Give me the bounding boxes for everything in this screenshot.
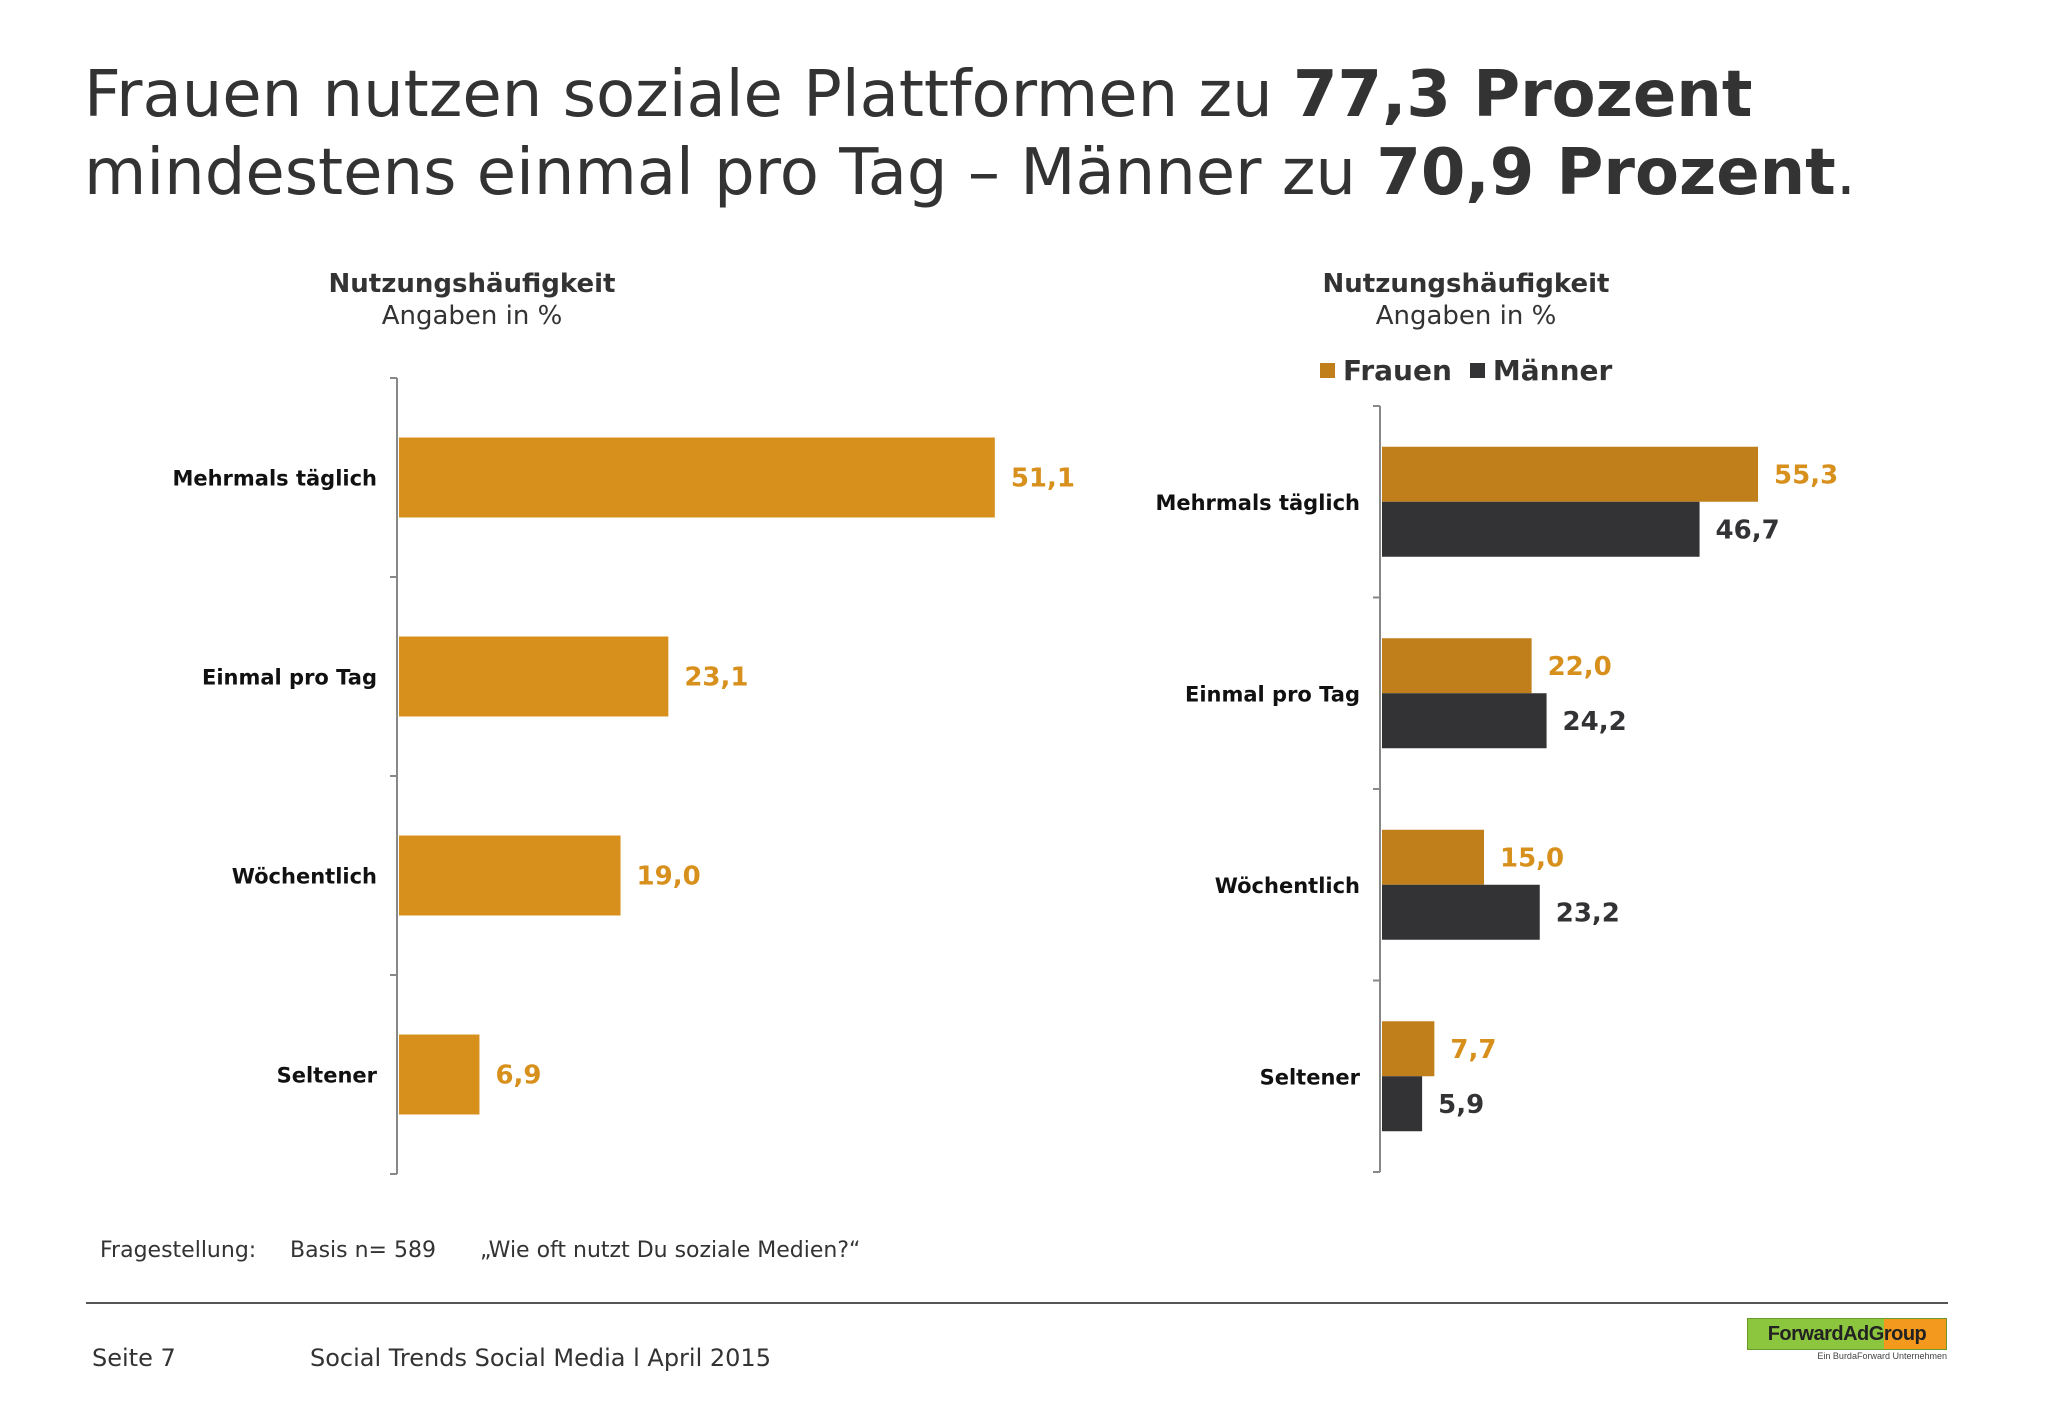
- right-chart-category-label-seltener: Seltener: [1260, 1065, 1361, 1089]
- chart-left-heading: Nutzungshäufigkeit Angaben in %: [172, 268, 772, 332]
- right-chart-bar-seltener-maenner: [1382, 1076, 1423, 1132]
- left-chart-data-label-woechentlich: 19,0: [637, 862, 701, 892]
- right-chart-category-label-einmal-pro-tag: Einmal pro Tag: [1185, 682, 1360, 706]
- footnote-question: „Wie oft nutzt Du soziale Medien?“: [480, 1238, 861, 1263]
- right-chart-data-label-mehrmals-taeglich-maenner: 46,7: [1716, 515, 1780, 545]
- legend-item-maenner: Männer: [1469, 353, 1613, 387]
- right-chart-bar-woechentlich-maenner: [1382, 884, 1540, 940]
- right-chart-data-label-mehrmals-taeglich-frauen: 55,3: [1774, 460, 1838, 490]
- footnote-label: Fragestellung:: [100, 1238, 257, 1263]
- left-chart-category-label-mehrmals-taeglich: Mehrmals täglich: [172, 467, 377, 491]
- legend-swatch-frauen: [1320, 362, 1335, 378]
- chart-right-title: Nutzungshäufigkeit: [1322, 269, 1610, 299]
- footnote-basis: Basis n= 589: [290, 1238, 436, 1263]
- right-chart-data-label-woechentlich-maenner: 23,2: [1556, 898, 1620, 928]
- left-chart-category-label-einmal-pro-tag: Einmal pro Tag: [202, 666, 377, 690]
- title-part2: mindestens einmal pro Tag – Männer zu: [84, 136, 1377, 210]
- right-chart-data-label-einmal-pro-tag-frauen: 22,0: [1548, 652, 1612, 682]
- left-chart-bar-seltener: [399, 1034, 480, 1115]
- right-chart-data-label-einmal-pro-tag-maenner: 24,2: [1563, 707, 1627, 737]
- chart-left-subtitle: Angaben in %: [381, 301, 563, 331]
- right-chart-data-label-seltener-frauen: 7,7: [1450, 1035, 1496, 1065]
- title-bold1: 77,3 Prozent: [1293, 58, 1753, 132]
- logo-tagline: Ein BurdaForward Unternehmen: [1817, 1351, 1947, 1361]
- footer-divider: [86, 1302, 1948, 1304]
- chart-right-legend: Frauen Männer: [1320, 352, 1630, 388]
- footnote: Fragestellung: Basis n= 589 „Wie oft nut…: [100, 1238, 860, 1263]
- title-part1: Frauen nutzen soziale Plattformen zu: [84, 58, 1293, 132]
- chart-right-heading: Nutzungshäufigkeit Angaben in %: [1166, 268, 1766, 332]
- title-part3: .: [1835, 136, 1857, 210]
- footer-page-number: Seite 7: [92, 1344, 176, 1372]
- footer-report-title: Social Trends Social Media l April 2015: [310, 1344, 771, 1372]
- slide-title: Frauen nutzen soziale Plattformen zu 77,…: [84, 56, 1984, 212]
- right-chart-bar-mehrmals-taeglich-frauen: [1382, 446, 1759, 502]
- legend-item-frauen: Frauen: [1320, 354, 1452, 387]
- chart-right-subtitle: Angaben in %: [1375, 301, 1557, 331]
- right-chart-bar-mehrmals-taeglich-maenner: [1382, 501, 1700, 557]
- chart-left: Mehrmals täglich 51,1 Einmal pro Tag 23,1 Wö…: [172, 377, 1075, 1175]
- left-chart-bar-einmal-pro-tag: [399, 636, 669, 717]
- right-chart-bar-seltener-frauen: [1382, 1021, 1435, 1077]
- right-chart-category-label-woechentlich: Wöchentlich: [1215, 874, 1360, 898]
- chart-left-title: Nutzungshäufigkeit: [328, 269, 616, 299]
- chart-right: Mehrmals täglich 55,3 46,7 Einmal pro Tag 22…: [1155, 405, 1838, 1173]
- right-chart-bar-einmal-pro-tag-frauen: [1382, 638, 1532, 694]
- logo-name: ForwardAdGroup: [1767, 1322, 1927, 1345]
- legend-swatch-maenner: [1469, 362, 1485, 378]
- right-chart-data-label-woechentlich-frauen: 15,0: [1500, 843, 1564, 873]
- left-chart-data-label-einmal-pro-tag: 23,1: [684, 663, 748, 693]
- left-chart-bar-mehrmals-taeglich: [399, 437, 995, 518]
- left-chart-category-label-seltener: Seltener: [277, 1064, 378, 1088]
- right-chart-data-label-seltener-maenner: 5,9: [1438, 1090, 1484, 1120]
- legend-label-maenner: Männer: [1492, 353, 1613, 387]
- right-chart-category-label-mehrmals-taeglich: Mehrmals täglich: [1155, 491, 1360, 515]
- footer: Seite 7 Social Trends Social Media l Apr…: [92, 1344, 771, 1372]
- right-chart-bar-woechentlich-frauen: [1382, 829, 1484, 885]
- title-bold2: 70,9 Prozent: [1376, 136, 1836, 210]
- left-chart-data-label-seltener: 6,9: [495, 1061, 541, 1091]
- right-chart-bar-einmal-pro-tag-maenner: [1382, 693, 1547, 749]
- left-chart-bar-woechentlich: [399, 835, 621, 916]
- legend-label-frauen: Frauen: [1343, 353, 1452, 387]
- forwardadgroup-logo: ForwardAdGroup Ein BurdaForward Unterneh…: [1747, 1318, 1947, 1361]
- left-chart-data-label-mehrmals-taeglich: 51,1: [1011, 464, 1075, 494]
- left-chart-category-label-woechentlich: Wöchentlich: [232, 865, 377, 889]
- logo-wordmark: ForwardAdGroup: [1747, 1318, 1947, 1350]
